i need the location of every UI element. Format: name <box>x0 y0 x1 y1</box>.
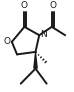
Text: O: O <box>49 1 56 10</box>
Text: N: N <box>40 30 47 39</box>
Polygon shape <box>33 52 38 69</box>
Text: O: O <box>4 37 11 46</box>
Text: O: O <box>21 1 28 10</box>
